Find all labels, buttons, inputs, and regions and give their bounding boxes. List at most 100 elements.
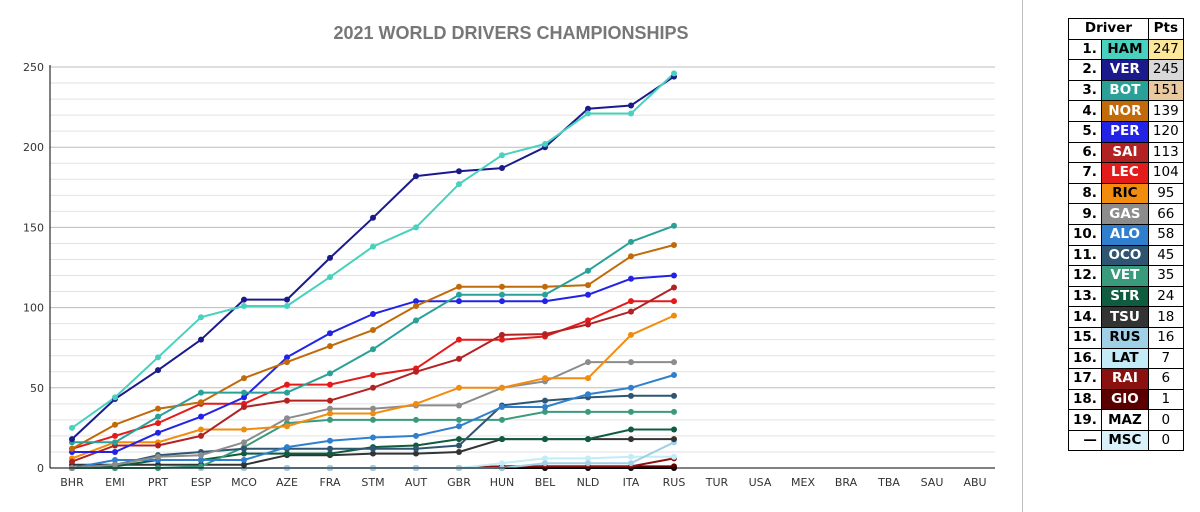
standings-points: 139 [1147,100,1184,122]
data-point-tsu [671,436,677,443]
data-point-ver [413,173,419,180]
data-point-oco [456,442,462,449]
standings-row: 15. RUS 16 [1068,326,1184,349]
x-tick-label: BRA [835,476,858,489]
data-point-vet [456,416,462,423]
data-point-per [499,298,505,305]
standings-points: 7 [1147,347,1184,370]
data-point-bot [327,370,333,377]
data-point-vet [671,408,677,415]
data-point-sai [198,432,204,439]
standings-driver-code: OCO [1100,244,1149,267]
data-point-per [155,429,161,436]
data-point-sai [69,458,75,465]
data-point-lat [499,460,505,467]
standings-row: 14. TSU 18 [1068,306,1184,328]
data-point-nor [628,253,634,260]
x-tick-label: AZE [276,476,298,489]
standings-driver-code: VER [1100,59,1149,81]
data-point-per [628,275,634,282]
standings-row: 8. RIC 95 [1068,182,1184,205]
data-point-alo [499,404,505,411]
data-point-ham [413,224,419,231]
standings-row: 6. SAI 113 [1068,141,1184,164]
data-point-per [241,394,247,401]
standings-points: 95 [1147,182,1184,205]
x-tick-label: AUT [405,476,428,489]
data-point-gas [628,359,634,366]
standings-position: 14. [1068,306,1102,328]
data-point-alo [413,432,419,439]
standings-row: 7. LEC 104 [1068,162,1184,184]
x-tick-label: USA [749,476,772,489]
data-point-tsu [628,436,634,443]
data-point-str [542,436,548,443]
standings-driver-code: LEC [1100,162,1149,184]
standings-points: 151 [1147,79,1184,102]
standings-table: Driver Pts 1. HAM 247 2. VER 245 3. BOT 151 4. NOR… [1068,18,1184,452]
standings-row: 3. BOT 151 [1068,79,1184,102]
data-point-per [284,354,290,361]
data-point-vet [327,416,333,423]
data-point-tsu [241,461,247,468]
data-point-ham [155,354,161,361]
data-point-sai [542,331,548,338]
standings-row: 17. RAI 6 [1068,368,1184,390]
standings-position: 19. [1068,409,1102,431]
data-point-sai [499,331,505,338]
data-point-per [370,311,376,318]
data-point-nor [241,375,247,382]
data-point-str [671,426,677,433]
x-tick-label: TUR [705,476,729,489]
data-point-lec [671,298,677,305]
header-pts: Pts [1147,18,1184,40]
data-point-sai [628,308,634,315]
data-point-ham [112,394,118,401]
data-point-alo [542,404,548,411]
data-point-sai [456,355,462,362]
data-point-ver [198,336,204,343]
standings-position: 12. [1068,265,1102,287]
data-point-ver [628,102,634,109]
data-point-alo [198,456,204,463]
x-tick-label: FRA [319,476,341,489]
data-point-gas [585,359,591,366]
data-point-ham [69,424,75,431]
data-point-ric [671,312,677,319]
data-point-nor [155,405,161,412]
data-point-lat [671,453,677,460]
x-tick-label: BHR [60,476,84,489]
standings-row: 1. HAM 247 [1068,38,1184,61]
data-point-per [671,272,677,279]
standings-position: 7. [1068,162,1102,184]
standings-driver-code: MAZ [1100,409,1149,431]
x-tick-label: EMI [105,476,125,489]
data-point-bot [112,439,118,446]
standings-position: 16. [1068,347,1102,370]
x-tick-label: SAU [921,476,944,489]
standings-points: 45 [1147,244,1184,267]
x-tick-label: GBR [447,476,471,489]
data-point-lec [284,381,290,388]
data-point-ric [327,410,333,417]
standings-points: 18 [1147,306,1184,328]
data-point-ric [585,375,591,382]
data-point-ham [628,110,634,117]
data-point-str [628,426,634,433]
data-point-nor [69,445,75,452]
data-point-ver [327,254,333,261]
data-point-lec [456,336,462,343]
data-point-alo [241,456,247,463]
data-point-per [542,298,548,305]
data-point-gas [112,461,118,468]
data-point-alo [284,444,290,451]
standings-driver-code: ALO [1100,223,1149,246]
data-point-ver [284,296,290,303]
data-point-ric [198,426,204,433]
data-point-alo [456,423,462,430]
y-tick-label: 250 [23,61,44,74]
standings-row: 10. ALO 58 [1068,223,1184,246]
data-point-vet [628,408,634,415]
data-point-ric [241,426,247,433]
data-point-oco [671,392,677,399]
